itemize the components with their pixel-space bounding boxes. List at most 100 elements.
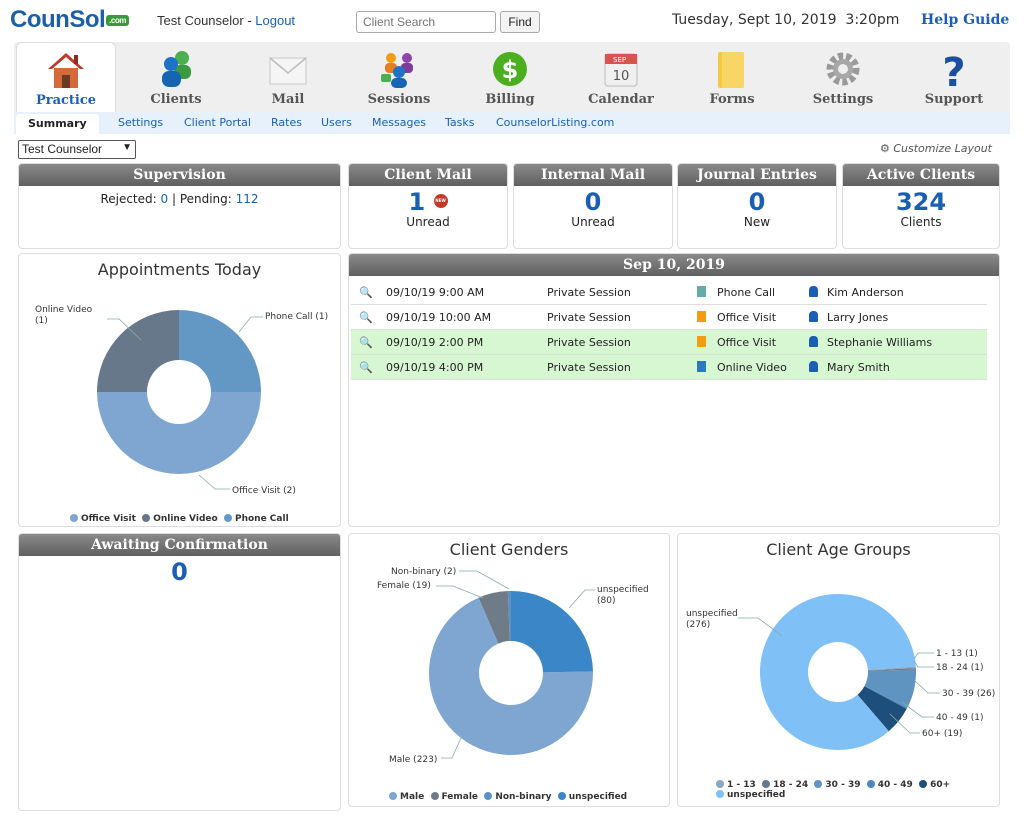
slice-online-video[interactable] bbox=[97, 310, 179, 392]
nav-mail[interactable]: Mail bbox=[238, 42, 338, 112]
label-30-39: 30 - 39 (26) bbox=[942, 689, 995, 699]
counsol-logo[interactable]: CounSol .com bbox=[10, 6, 129, 34]
appointment-row[interactable]: 🔍 09/10/19 4:00 PM Private Session Onlin… bbox=[351, 355, 987, 380]
svg-text:10: 10 bbox=[613, 69, 630, 84]
subnav-client-portal[interactable]: Client Portal bbox=[184, 116, 251, 129]
svg-text:?: ? bbox=[942, 50, 965, 90]
slice-18-24[interactable] bbox=[867, 668, 916, 672]
user-line: Test Counselor - Logout bbox=[157, 13, 296, 28]
ages-donut-chart: unspecified (276) 1 - 13 (1) 18 - 24 (1)… bbox=[686, 594, 995, 750]
appointments-legend: Office Visit Online Video Phone Call bbox=[70, 514, 289, 524]
slice-male[interactable] bbox=[429, 597, 593, 755]
label-female: Female (19) bbox=[377, 581, 431, 591]
nav-settings[interactable]: Settings bbox=[793, 42, 893, 112]
customize-layout-link[interactable]: ⚙ Customize Layout bbox=[880, 142, 992, 155]
active-clients-panel[interactable]: Active Clients 324 Clients bbox=[842, 163, 1000, 249]
subnav-counselorlisting[interactable]: CounselorListing.com bbox=[496, 116, 615, 129]
slice-female[interactable] bbox=[478, 591, 510, 644]
genders-chart-title: Client Genders bbox=[449, 540, 569, 559]
people-icon bbox=[162, 51, 191, 87]
label-male: Male (223) bbox=[389, 755, 437, 765]
slice-non-binary[interactable] bbox=[507, 591, 511, 642]
main-nav: Practice Clients Mail Sessions $ Billing bbox=[14, 42, 1010, 112]
subnav-tasks[interactable]: Tasks bbox=[445, 116, 475, 129]
label-18-24: 18 - 24 (1) bbox=[936, 663, 983, 673]
appointment-row[interactable]: 🔍 09/10/19 10:00 AM Private Session Offi… bbox=[351, 305, 987, 330]
genders-donut-chart: Non-binary (2) Female (19) unspecified (… bbox=[377, 567, 649, 765]
sub-nav: Summary Settings Client Portal Rates Use… bbox=[14, 112, 1010, 136]
counselor-select[interactable]: Test Counselor ▼ bbox=[18, 140, 136, 159]
appointments-donut-chart: Online Video (1) Phone Call (1) Office V… bbox=[35, 305, 328, 496]
group-icon bbox=[381, 53, 413, 88]
slice-phone-call[interactable] bbox=[179, 310, 261, 392]
chevron-down-icon: ▼ bbox=[122, 142, 132, 153]
user-name: Test Counselor bbox=[157, 13, 244, 28]
nav-sessions[interactable]: Sessions bbox=[349, 42, 449, 112]
nav-billing[interactable]: $ Billing bbox=[460, 42, 560, 112]
nav-practice[interactable]: Practice bbox=[16, 42, 116, 112]
active-clients-count: 324 bbox=[895, 188, 947, 216]
awaiting-count[interactable]: 0 bbox=[171, 558, 188, 586]
label-1-13: 1 - 13 (1) bbox=[936, 649, 978, 659]
client-age-groups-panel: Client Age Groups unspecified (276) 1 - … bbox=[677, 533, 1000, 807]
logout-link[interactable]: Logout bbox=[255, 13, 296, 28]
appointment-row[interactable]: 🔍 09/10/19 9:00 AM Private Session Phone… bbox=[351, 280, 987, 305]
phone-icon bbox=[697, 286, 711, 299]
client-mail-count: 1 NEW bbox=[408, 188, 448, 216]
supervision-title: Supervision bbox=[19, 164, 340, 186]
rejected-link[interactable]: 0 bbox=[160, 192, 169, 206]
envelope-icon bbox=[269, 57, 307, 85]
pending-link[interactable]: 112 bbox=[235, 192, 259, 206]
subnav-settings[interactable]: Settings bbox=[118, 116, 164, 129]
nav-calendar[interactable]: SEP 10 Calendar bbox=[571, 42, 671, 112]
client-genders-panel: Client Genders Non-binary (2) Female (19… bbox=[348, 533, 670, 807]
supervision-counts: Rejected: 0 | Pending: 112 bbox=[100, 192, 259, 206]
nav-support[interactable]: ? Support bbox=[924, 50, 984, 107]
magnifier-icon[interactable]: 🔍 bbox=[359, 361, 373, 374]
gear-icon bbox=[826, 52, 860, 86]
journal-count: 0 bbox=[748, 188, 766, 216]
calendar-icon: SEP 10 bbox=[604, 53, 638, 87]
journal-panel[interactable]: Journal Entries 0 New bbox=[677, 163, 837, 249]
subnav-users[interactable]: Users bbox=[321, 116, 352, 129]
slice-30-39[interactable] bbox=[864, 669, 916, 708]
person-icon bbox=[809, 361, 823, 374]
label-60plus: 60+ (19) bbox=[922, 729, 962, 739]
awaiting-confirmation-panel: Awaiting Confirmation 0 bbox=[18, 533, 341, 811]
slice-1-13[interactable] bbox=[867, 666, 916, 671]
magnifier-icon[interactable]: 🔍 bbox=[359, 336, 373, 349]
person-icon bbox=[809, 311, 823, 324]
slice-60-[interactable] bbox=[857, 686, 907, 732]
appointment-row[interactable]: 🔍 09/10/19 2:00 PM Private Session Offic… bbox=[351, 330, 987, 355]
ages-chart-title: Client Age Groups bbox=[766, 540, 911, 559]
find-button[interactable]: Find bbox=[500, 11, 540, 33]
svg-text:SEP: SEP bbox=[613, 56, 626, 64]
current-datetime: Tuesday, Sept 10, 2019 3:20pm bbox=[672, 12, 900, 28]
svg-text:$: $ bbox=[502, 56, 519, 84]
subnav-messages[interactable]: Messages bbox=[372, 116, 426, 129]
supervision-panel: Supervision Rejected: 0 | Pending: 112 bbox=[18, 163, 341, 249]
svg-text:(276): (276) bbox=[686, 620, 710, 630]
gear-small-icon: ⚙ bbox=[880, 142, 894, 155]
magnifier-icon[interactable]: 🔍 bbox=[359, 286, 373, 299]
person-icon bbox=[809, 286, 823, 299]
subnav-rates[interactable]: Rates bbox=[271, 116, 302, 129]
nav-clients[interactable]: Clients bbox=[126, 42, 226, 112]
help-guide-link[interactable]: Help Guide bbox=[921, 12, 1010, 28]
slice-unspecified[interactable] bbox=[511, 591, 593, 673]
label-online-video: Online Video bbox=[35, 305, 93, 315]
subnav-summary[interactable]: Summary bbox=[16, 114, 99, 136]
client-mail-panel[interactable]: Client Mail 1 NEW Unread bbox=[348, 163, 508, 249]
magnifier-icon[interactable]: 🔍 bbox=[359, 311, 373, 324]
slice-40-49[interactable] bbox=[864, 685, 908, 709]
schedule-panel: Sep 10, 2019 🔍 09/10/19 9:00 AM Private … bbox=[348, 253, 1000, 527]
svg-text:(80): (80) bbox=[597, 596, 615, 606]
client-search-input[interactable] bbox=[356, 11, 496, 33]
office-icon bbox=[697, 336, 711, 349]
slice-unspecified[interactable] bbox=[760, 594, 916, 750]
nav-forms[interactable]: Forms bbox=[682, 42, 782, 112]
person-icon bbox=[809, 336, 823, 349]
slice-office-visit[interactable] bbox=[97, 392, 261, 474]
internal-mail-panel[interactable]: Internal Mail 0 Unread bbox=[513, 163, 673, 249]
question-icon: ? bbox=[942, 50, 965, 90]
